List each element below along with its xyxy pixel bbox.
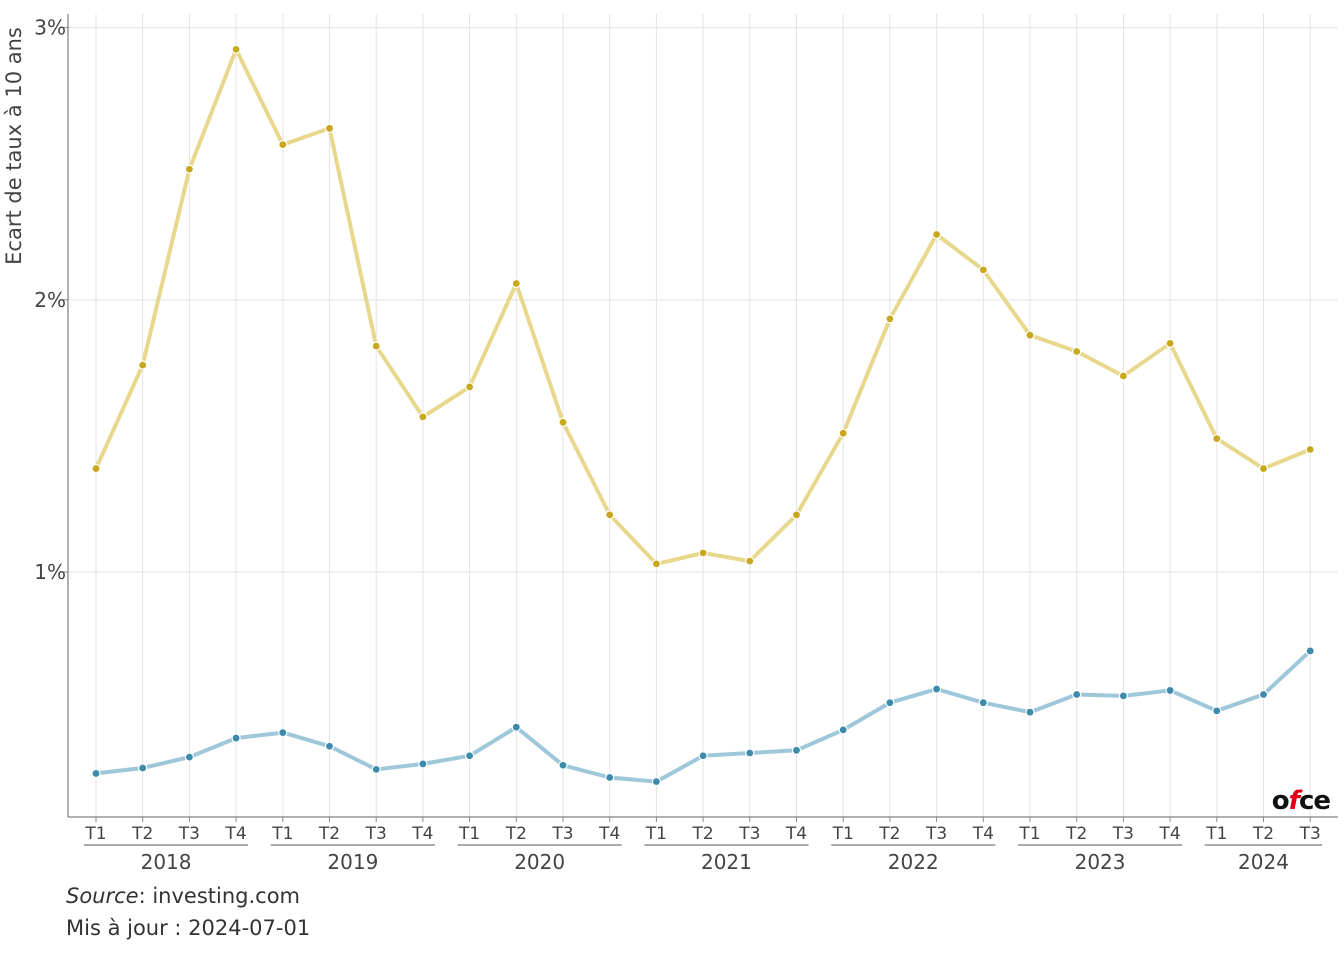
y-tick-label: 3%	[34, 16, 66, 40]
quarter-label: T4	[972, 824, 994, 844]
series-2-point	[418, 759, 428, 769]
quarter-label: T3	[178, 824, 200, 844]
source-note: Source: investing.com	[66, 884, 300, 908]
series-1-point	[651, 559, 662, 569]
series-1-point	[1165, 338, 1175, 348]
series-2-point	[1258, 689, 1269, 700]
series-2-point	[1305, 646, 1315, 656]
series-2-point	[138, 763, 148, 773]
series-2-point	[1212, 706, 1222, 716]
series-1-point	[1072, 346, 1082, 357]
quarter-label: T1	[84, 824, 106, 844]
series-1-point	[1118, 371, 1129, 381]
series-2-point	[91, 768, 101, 779]
series-1-point	[978, 265, 988, 275]
series-1-point	[1305, 444, 1315, 455]
quarter-label: T2	[1252, 824, 1274, 844]
series-1-point	[1025, 330, 1035, 340]
quarter-label: T2	[691, 824, 713, 844]
quarter-label: T4	[411, 824, 433, 844]
series-1-point	[745, 556, 755, 566]
series-2-point	[605, 772, 615, 783]
series-1-point	[371, 341, 381, 351]
series-2-point	[838, 725, 848, 735]
series-1-point	[885, 314, 895, 324]
series-2-point	[1072, 689, 1082, 700]
series-2-point	[978, 698, 988, 708]
quarter-label: T4	[785, 824, 807, 844]
series-2-point	[698, 751, 708, 761]
quarter-label: T3	[1112, 824, 1134, 844]
year-label: 2019	[327, 850, 378, 874]
series-1-point	[278, 140, 288, 150]
series-2-point	[231, 733, 241, 743]
year-label: 2021	[701, 850, 752, 874]
quarter-label: T1	[645, 824, 667, 844]
series-1-point	[91, 463, 101, 474]
year-label: 2024	[1238, 850, 1289, 874]
series-1-point	[558, 417, 568, 427]
series-2-point	[558, 760, 568, 770]
series-1-point	[698, 548, 708, 558]
series-2-point	[371, 764, 381, 774]
quarter-label: T3	[738, 824, 760, 844]
year-label: 2020	[514, 850, 565, 874]
quarter-label: T4	[1158, 824, 1180, 844]
y-tick-label: 1%	[34, 560, 66, 584]
series-2-point	[791, 745, 802, 755]
quarter-label: T1	[832, 824, 854, 844]
series-1-point	[605, 510, 615, 520]
quarter-label: T4	[598, 824, 620, 844]
quarter-label: T2	[131, 824, 153, 844]
series-2-point	[885, 698, 895, 708]
series-1-point	[138, 360, 148, 370]
series-2-point	[184, 752, 194, 762]
series-1-point	[324, 123, 335, 133]
series-2-point	[1118, 691, 1129, 701]
source-value: : investing.com	[138, 884, 301, 908]
series-2-point	[1165, 685, 1175, 696]
series-2-point	[278, 728, 288, 738]
series-2-point	[651, 777, 662, 787]
series-1-point	[418, 412, 428, 422]
year-label: 2018	[141, 850, 192, 874]
series-1-point	[465, 382, 475, 392]
series-1-point	[184, 164, 194, 174]
quarter-label: T3	[551, 824, 573, 844]
quarter-label: T2	[1065, 824, 1087, 844]
series-2-point	[1025, 707, 1035, 717]
ofce-logo: ofce	[1271, 786, 1331, 816]
series-1-point	[1212, 434, 1222, 444]
y-tick-label: 2%	[34, 288, 66, 312]
series-1-point	[1258, 463, 1269, 474]
quarter-label: T1	[458, 824, 480, 844]
series-2-point	[324, 741, 335, 751]
series-1-point	[838, 428, 848, 438]
series-1-point	[231, 44, 241, 54]
y-axis-label: Ecart de taux à 10 ans	[2, 27, 26, 265]
quarter-label: T3	[365, 824, 387, 844]
series-2-point	[511, 722, 521, 732]
series-1-point	[511, 278, 521, 289]
quarter-label: T2	[318, 824, 340, 844]
quarter-label: T1	[271, 824, 293, 844]
series-1-point	[931, 229, 942, 240]
series-2-point	[745, 748, 755, 758]
quarter-label: T2	[505, 824, 527, 844]
year-label: 2023	[1075, 850, 1126, 874]
quarter-label: T1	[1018, 824, 1040, 844]
source-label: Source	[66, 884, 139, 908]
quarter-label: T3	[1299, 824, 1321, 844]
series-2-point	[465, 751, 475, 761]
quarter-label: T1	[1205, 824, 1227, 844]
year-label: 2022	[888, 850, 939, 874]
series-2-point	[931, 684, 942, 694]
quarter-label: T4	[224, 824, 246, 844]
update-note: Mis à jour : 2024-07-01	[66, 916, 311, 940]
quarter-label: T3	[925, 824, 947, 844]
quarter-label: T2	[878, 824, 900, 844]
series-1-point	[791, 510, 802, 520]
